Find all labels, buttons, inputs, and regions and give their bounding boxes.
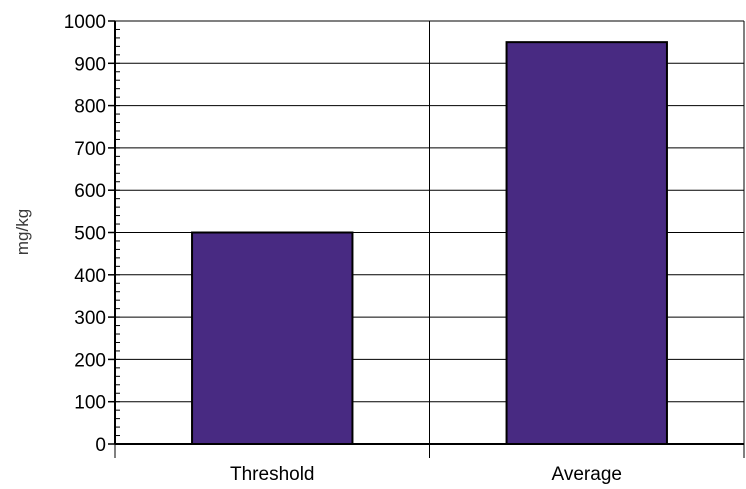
bar-average [505,41,668,446]
y-tick-labels: 0 100 200 300 400 500 600 700 800 900 1000 [64,12,106,456]
x-tick-label: Average [552,464,622,485]
y-tick-label: 600 [74,181,106,202]
y-tick-label: 300 [74,308,106,329]
y-tick-label: 900 [74,54,106,75]
y-tick-label: 0 [95,435,106,456]
y-tick-label: 200 [74,350,106,371]
y-tick-label: 700 [74,139,106,160]
y-tick-label: 400 [74,266,106,287]
y-axis-title: mg/kg [13,209,32,255]
y-tick-label: 100 [74,393,106,414]
axes [108,20,745,458]
bar-threshold [191,231,354,445]
x-tick-labels: Threshold Average [230,464,622,485]
bars [191,41,668,446]
y-tick-label: 800 [74,97,106,118]
y-tick-label: 1000 [64,12,106,33]
y-tick-label: 500 [74,224,106,245]
x-tick-label: Threshold [230,464,315,485]
